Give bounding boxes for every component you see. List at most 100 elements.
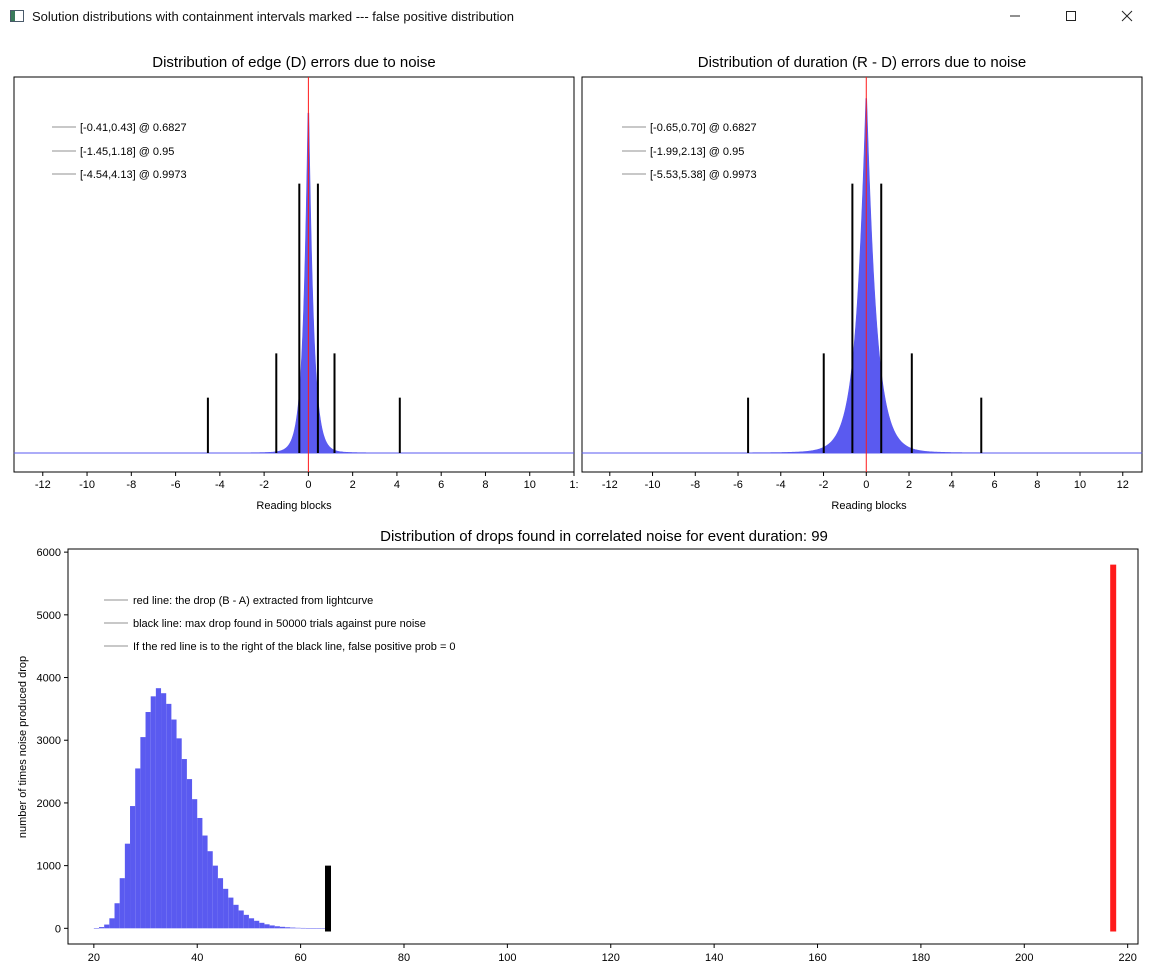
x-tick-label: -8 [126,479,136,491]
legend-entry: [-5.53,5.38] @ 0.9973 [650,169,757,181]
duration-error-chart: Distribution of duration (R - D) errors … [581,54,1143,512]
x-tick-label: 2 [350,479,356,491]
x-tick-label: -4 [776,479,786,491]
histogram-bar [305,928,311,929]
x-tick-label: 20 [88,952,100,964]
x-axis-label: Reading blocks [831,500,907,512]
legend-entry: red line: the drop (B - A) extracted fro… [133,595,373,607]
maximize-button[interactable] [1048,0,1094,32]
histogram-bar [155,688,162,929]
y-tick-label: 0 [55,923,61,935]
histogram-bar [130,806,136,929]
histogram-bar [186,779,193,929]
x-tick-label: -2 [819,479,829,491]
x-tick-label: 40 [191,952,203,964]
histogram-bar [228,897,234,929]
edge-error-chart: Distribution of edge (D) errors due to n… [13,54,579,512]
minimize-icon [1010,15,1020,17]
x-tick-label: 10 [1074,479,1086,491]
histogram-bar [238,910,244,929]
chart-title: Distribution of drops found in correlate… [380,528,828,545]
x-tick-label: 0 [305,479,311,491]
x-tick-label: 80 [398,952,410,964]
x-tick-label: 200 [1015,952,1033,964]
close-icon [1121,10,1133,22]
y-tick-label: 4000 [37,673,61,685]
histogram [581,98,1143,454]
plots-area: Distribution of edge (D) errors due to n… [13,54,1143,964]
legend: red line: the drop (B - A) extracted fro… [104,595,456,653]
y-axis-label: number of times noise produced drop [17,656,29,838]
legend-entry: [-1.45,1.18] @ 0.95 [80,146,174,158]
x-tick-label: 160 [808,952,826,964]
histogram-bar [295,927,301,929]
y-tick-label: 5000 [37,610,61,622]
histogram-bar [161,693,167,929]
histogram-bar [140,737,146,929]
x-tick-label: 100 [498,952,516,964]
histogram-bar [321,928,327,929]
histogram [93,688,327,929]
minimize-button[interactable] [992,0,1038,32]
reference-lines [325,564,1117,932]
histogram [13,112,575,454]
histogram-bar [135,768,141,929]
chart-title: Distribution of duration (R - D) errors … [698,54,1026,71]
histogram-bar [248,918,255,929]
histogram-bar [300,927,306,929]
x-tick-label: 6 [991,479,997,491]
histogram-bar [264,924,270,929]
histogram-bar [99,927,105,929]
histogram-bar [197,817,203,929]
x-tick-label: -8 [690,479,700,491]
histogram-bar [104,924,110,929]
interval-markers [747,77,983,472]
legend: [-0.65,0.70] @ 0.6827 [-1.99,2.13] @ 0.9… [622,122,757,181]
histogram-bar [93,928,100,929]
close-button[interactable] [1104,0,1150,32]
x-tick-label: 8 [482,479,488,491]
histogram-bar [171,719,177,929]
legend: [-0.41,0.43] @ 0.6827 [-1.45,1.18] @ 0.9… [52,122,187,181]
histogram-bar [207,851,213,929]
histogram-bar [150,696,156,929]
app-icon [10,10,24,22]
x-tick-label: 0 [863,479,869,491]
histogram-bar [176,738,182,929]
x-tick-label: -10 [79,479,95,491]
histogram-bar [279,926,286,929]
histogram-bar [259,922,265,929]
x-tick-label: -10 [645,479,661,491]
window-title: Solution distributions with containment … [32,8,514,24]
legend-entry: [-4.54,4.13] @ 0.9973 [80,169,187,181]
histogram-bar [166,703,172,929]
x-tick-label: 60 [294,952,306,964]
maximize-icon [1066,11,1076,21]
x-tick-label: 10 [524,479,536,491]
x-axis-ticks: -12 -10 -8 -6 -4 -2 0 2 4 6 8 10 12 [602,472,1129,491]
drops-distribution-chart: Distribution of drops found in correlate… [17,528,1139,964]
histogram-bar [202,835,208,929]
chart-title: Distribution of edge (D) errors due to n… [152,54,435,71]
histogram-bar [290,927,296,929]
x-tick-label: 120 [602,952,620,964]
histogram-bar [145,712,151,929]
histogram-bar [212,865,218,929]
x-tick-label: -2 [259,479,269,491]
y-tick-label: 6000 [37,547,61,559]
x-tick-label: 180 [912,952,930,964]
x-tick-label: 1: [569,479,578,491]
plot-frame [67,548,1139,945]
histogram-bar [192,799,198,929]
y-axis-ticks: 0 1000 2000 3000 4000 5000 6000 [37,547,68,935]
histogram-bar [223,888,229,929]
histogram-bar [269,925,275,929]
x-tick-label: 8 [1034,479,1040,491]
window-titlebar[interactable]: Solution distributions with containment … [0,0,1152,32]
plot-frame [13,76,575,473]
legend-entry: If the red line is to the right of the b… [133,641,456,653]
histogram-bar [285,927,291,929]
y-tick-label: 1000 [37,861,61,873]
legend-entry: [-1.99,2.13] @ 0.95 [650,146,744,158]
x-tick-label: -6 [171,479,181,491]
